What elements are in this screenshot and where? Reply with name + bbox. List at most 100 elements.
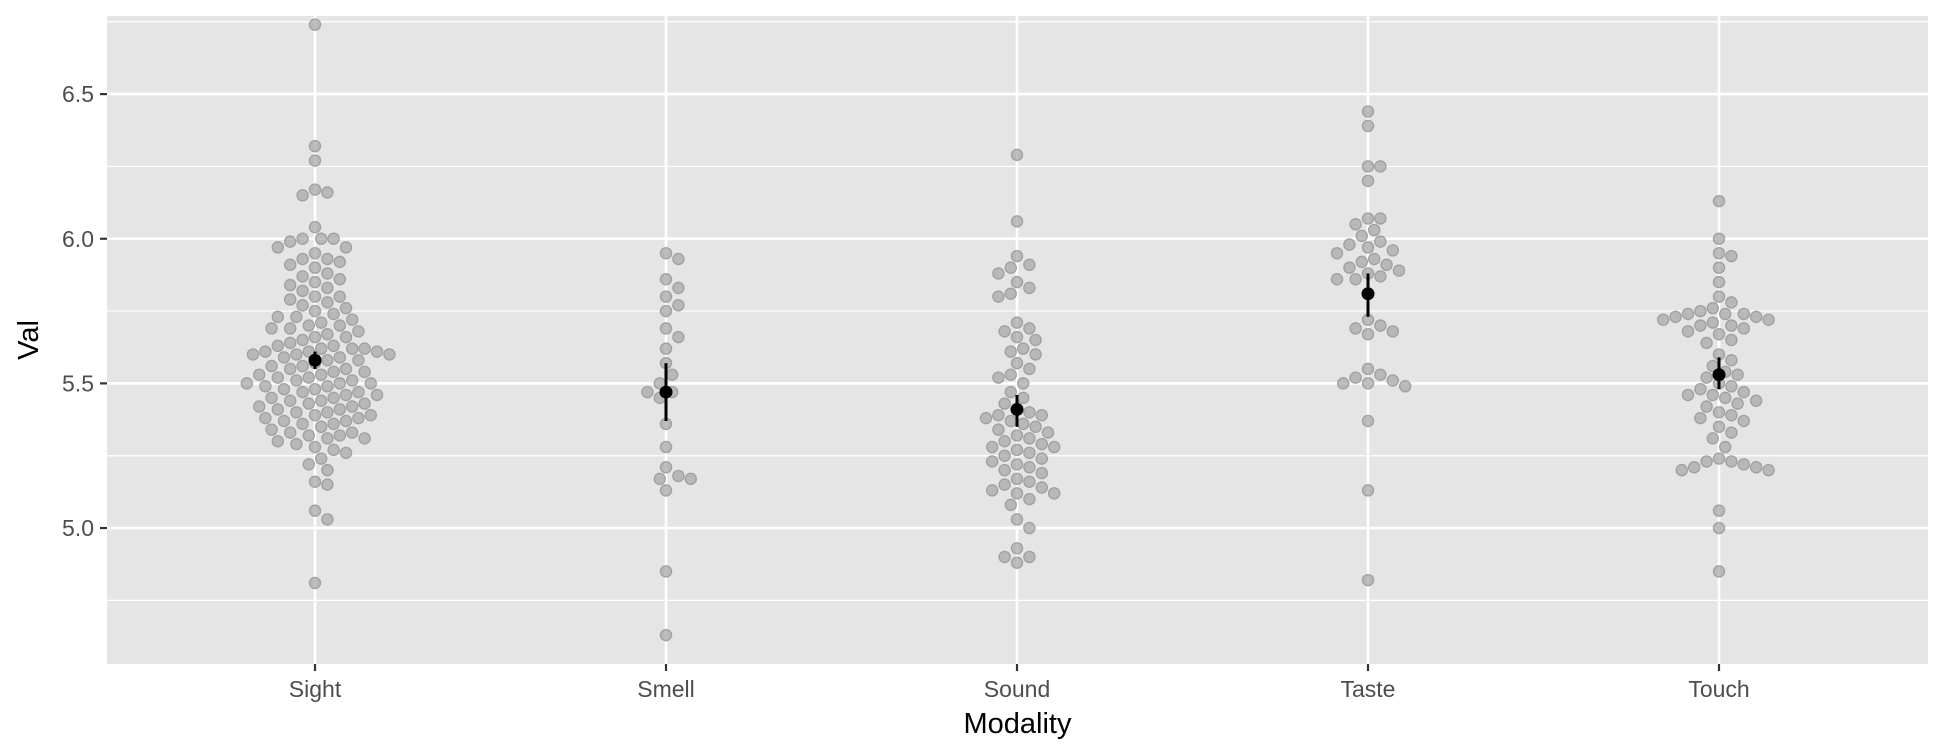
data-point: [308, 576, 322, 590]
data-point: [1725, 455, 1738, 468]
data-point: [246, 348, 260, 361]
data-point: [308, 504, 322, 517]
x-tick-label: Sight: [289, 676, 342, 702]
data-point: [296, 299, 309, 312]
data-point: [345, 342, 359, 355]
data-point: [252, 368, 266, 381]
data-point: [1725, 380, 1738, 393]
data-point: [1004, 261, 1018, 274]
data-point: [271, 371, 285, 384]
data-point: [641, 385, 654, 399]
data-point: [1762, 463, 1775, 477]
data-point: [321, 252, 334, 266]
data-point: [1694, 411, 1707, 425]
data-point: [290, 437, 303, 451]
data-point: [1023, 258, 1036, 272]
data-point: [1029, 348, 1042, 361]
data-point: [1706, 301, 1720, 315]
data-point: [1675, 463, 1689, 477]
y-tick-label: 6.0: [62, 226, 94, 252]
data-point: [308, 475, 322, 488]
data-point: [252, 400, 266, 413]
data-point: [1035, 466, 1049, 480]
data-point: [321, 380, 334, 393]
data-point: [259, 345, 272, 358]
data-point: [1010, 148, 1024, 162]
data-point: [1035, 437, 1049, 451]
data-point: [358, 365, 371, 379]
data-point: [314, 232, 328, 245]
data-point: [672, 469, 685, 483]
data-point: [333, 377, 347, 390]
data-point: [283, 362, 297, 376]
data-point: [1361, 484, 1375, 497]
data-point: [265, 423, 278, 436]
data-point: [659, 628, 673, 642]
data-point: [672, 252, 685, 266]
data-point: [358, 432, 371, 445]
data-point: [1380, 258, 1393, 272]
data-point: [308, 246, 322, 260]
data-point: [327, 339, 340, 353]
data-point: [333, 290, 347, 303]
data-points: [240, 18, 1775, 642]
data-point: [271, 403, 285, 416]
data-point: [283, 235, 297, 248]
data-point: [308, 220, 322, 234]
data-point: [1712, 406, 1726, 419]
y-axis: 5.0 5.5 6.0 6.5: [62, 81, 107, 541]
data-point: [1392, 264, 1406, 277]
data-point: [992, 267, 1005, 280]
data-point: [283, 336, 297, 350]
data-point: [302, 371, 316, 384]
data-point: [308, 304, 322, 318]
data-point: [1694, 382, 1707, 396]
data-point: [1047, 487, 1061, 500]
data-point: [1712, 327, 1726, 341]
data-point: [283, 426, 297, 439]
data-point: [327, 365, 340, 379]
data-point: [327, 417, 340, 431]
data-point: [1367, 223, 1381, 237]
data-point: [1386, 325, 1400, 338]
data-point: [1004, 414, 1018, 428]
data-point: [992, 408, 1005, 422]
data-point: [314, 368, 328, 381]
data-point: [302, 429, 316, 442]
data-point: [1023, 322, 1036, 335]
data-point: [339, 330, 353, 344]
data-point: [1700, 400, 1713, 413]
data-point: [327, 232, 340, 245]
data-point: [1004, 498, 1018, 512]
data-point: [1374, 160, 1387, 173]
data-point: [659, 440, 673, 454]
data-point: [1010, 487, 1024, 500]
data-point: [308, 382, 322, 396]
data-point: [1731, 397, 1744, 410]
data-point: [1694, 304, 1707, 318]
data-point: [345, 313, 359, 326]
data-point: [308, 183, 322, 196]
data-point: [1737, 458, 1751, 471]
data-point: [1010, 556, 1024, 570]
y-tick-label: 5.0: [62, 515, 94, 541]
data-point: [321, 478, 334, 491]
data-point: [283, 322, 297, 335]
data-point: [283, 394, 297, 407]
data-point: [998, 463, 1011, 477]
data-point: [277, 414, 291, 428]
data-point: [1010, 542, 1024, 555]
data-point: [1737, 385, 1751, 399]
data-point: [296, 385, 309, 399]
data-point: [1737, 322, 1751, 335]
data-point: [1029, 333, 1042, 347]
data-point: [339, 241, 353, 254]
data-point: [1725, 333, 1738, 347]
data-point: [1023, 492, 1036, 506]
data-point: [1355, 229, 1369, 243]
data-point: [308, 139, 322, 153]
data-point: [1035, 408, 1049, 422]
data-point: [1737, 307, 1751, 321]
data-point: [333, 403, 347, 416]
data-point: [1361, 241, 1375, 254]
